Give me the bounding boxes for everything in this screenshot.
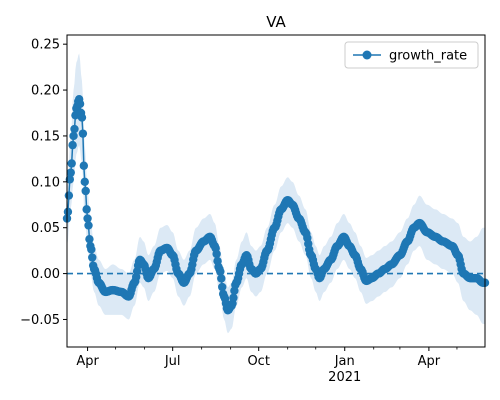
data-point <box>217 274 226 283</box>
data-point <box>85 234 94 244</box>
axes-layer: −0.05 0.00 0.05 0.10 0.15 0.20 0.25 Apr Jul Oct Ja… <box>20 34 486 385</box>
x-tick-label: Oct <box>247 354 269 369</box>
plot-frame <box>66 34 486 348</box>
data-point <box>216 267 225 276</box>
series-markers-layer <box>62 95 490 315</box>
y-tick-label: 0.15 <box>31 129 60 144</box>
x-tick-label: Apr <box>76 354 99 369</box>
data-point <box>77 113 87 122</box>
legend-box <box>344 41 479 69</box>
y-tick-label: 0.10 <box>31 175 60 190</box>
x-tick-label: Jul <box>164 354 181 369</box>
data-point <box>79 161 89 170</box>
data-point <box>80 177 89 187</box>
data-point <box>218 282 227 292</box>
data-point <box>84 221 93 230</box>
data-point <box>69 131 78 141</box>
y-tick-label: −0.05 <box>20 313 60 328</box>
chart-title: VA <box>266 13 286 31</box>
x-tick-label: Apr <box>418 354 441 369</box>
data-point <box>66 168 75 177</box>
x-tick-label: Jan <box>334 354 355 369</box>
y-tick-label: 0.25 <box>31 38 60 53</box>
data-point <box>65 175 75 184</box>
data-point <box>82 205 91 214</box>
legend-marker-swatch <box>362 50 372 60</box>
y-tick-label: 0.00 <box>31 267 60 282</box>
y-tick-label: 0.05 <box>31 221 60 236</box>
data-point <box>63 207 73 217</box>
data-point <box>64 191 74 200</box>
data-point <box>83 214 92 223</box>
data-point <box>229 293 238 302</box>
data-point <box>212 249 221 259</box>
data-point <box>81 186 90 196</box>
data-point <box>75 99 85 109</box>
data-point <box>68 140 77 150</box>
data-point <box>88 253 97 262</box>
x-tick-year-label: 2021 <box>328 370 361 385</box>
data-point <box>70 124 79 134</box>
legend-label: growth_rate <box>389 49 467 64</box>
data-point <box>67 159 76 168</box>
data-point <box>78 129 88 138</box>
y-tick-label: 0.20 <box>31 84 60 99</box>
data-point <box>87 245 96 254</box>
legend: growth_rate <box>344 41 479 69</box>
